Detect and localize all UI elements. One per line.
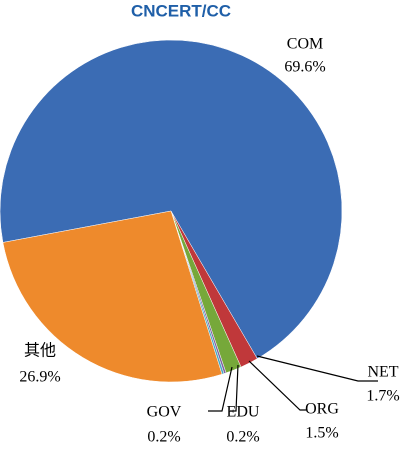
slice-value: 1.5% [305, 425, 338, 442]
leader-line [248, 360, 306, 411]
slice-name: 其他 [24, 342, 56, 360]
chart-title: CNCERT/CC [131, 1, 231, 20]
slice-value: 26.9% [19, 369, 60, 386]
leader-line [208, 366, 233, 412]
slice-name: GOV [147, 404, 182, 421]
slice-value: 0.2% [147, 429, 180, 446]
slice-name: NET [367, 364, 398, 381]
slice-name: COM [287, 36, 323, 53]
slice-value: 0.2% [226, 429, 259, 446]
pie-slice [2, 210, 223, 383]
slice-value: 69.6% [284, 59, 325, 76]
leader-line [230, 364, 239, 412]
slice-name: ORG [305, 401, 339, 418]
slice-name: EDU [227, 404, 260, 421]
pie-slice [0, 39, 343, 359]
leader-line [256, 355, 378, 382]
slice-value: 1.7% [366, 388, 399, 405]
